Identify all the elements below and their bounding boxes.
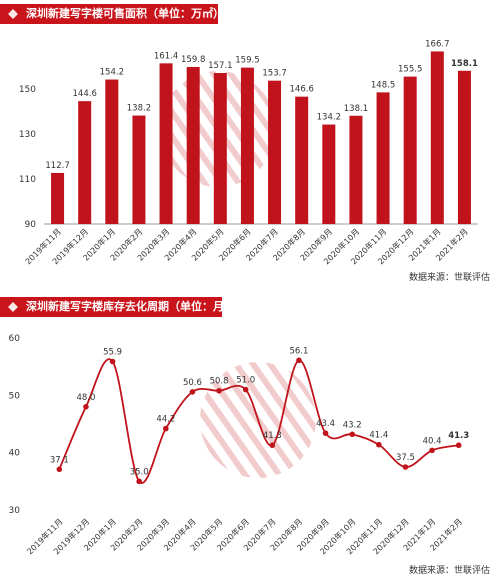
data-label: 148.5: [371, 80, 395, 90]
data-label: 154.2: [100, 68, 124, 78]
data-label: 51.0: [236, 376, 255, 386]
bar: [132, 115, 146, 224]
data-point: [216, 387, 222, 394]
bar: [295, 96, 309, 224]
data-label: 50.6: [183, 378, 202, 388]
data-label: 159.5: [235, 56, 259, 66]
data-point: [322, 430, 329, 436]
bar: [240, 67, 254, 224]
data-label: 41.3: [448, 431, 469, 441]
y-tick-label: 130: [19, 130, 36, 140]
data-label: 37.5: [396, 453, 415, 463]
data-label: 159.8: [181, 55, 205, 65]
data-point: [402, 464, 409, 470]
data-label: 112.7: [45, 161, 69, 171]
diamond-icon: [8, 9, 18, 19]
data-label: 161.4: [154, 51, 178, 61]
y-tick-label: 60: [9, 334, 21, 344]
data-label: 134.2: [317, 113, 341, 123]
data-label: 144.6: [73, 89, 97, 99]
bar: [349, 115, 363, 224]
y-tick-label: 30: [9, 506, 21, 516]
y-tick-label: 90: [25, 220, 37, 230]
data-label: 50.8: [210, 377, 229, 387]
bar: [186, 66, 200, 224]
data-label: 146.6: [290, 85, 314, 95]
data-point: [349, 431, 355, 438]
bar: [51, 172, 65, 224]
bar: [159, 63, 173, 224]
data-point: [163, 425, 169, 432]
line-chart-source: 数据来源：世联评估: [408, 566, 490, 576]
data-label: 138.1: [344, 104, 368, 114]
data-point: [56, 466, 63, 473]
bar: [403, 76, 417, 224]
data-point: [455, 442, 462, 449]
data-point: [376, 441, 382, 448]
bar: [457, 70, 471, 225]
data-point: [242, 386, 249, 393]
data-label: 43.2: [343, 420, 362, 430]
data-point: [296, 357, 302, 364]
bar: [376, 92, 390, 224]
logo-watermark-icon: [200, 362, 316, 478]
data-label: 56.1: [289, 346, 308, 356]
y-tick-label: 40: [9, 449, 21, 459]
data-point: [109, 358, 116, 365]
data-label: 35.0: [130, 467, 149, 477]
data-label: 166.7: [425, 39, 449, 49]
data-label: 153.7: [262, 69, 286, 79]
y-tick-label: 110: [19, 175, 36, 185]
data-label: 41.3: [263, 431, 282, 441]
bar: [213, 73, 227, 225]
bar-chart-source: 数据来源：世联评估: [408, 273, 490, 283]
data-point: [83, 404, 89, 410]
data-label: 138.2: [127, 104, 151, 114]
data-label: 55.9: [103, 348, 122, 358]
data-point: [136, 478, 142, 485]
bar: [430, 51, 444, 224]
bar: [268, 80, 282, 224]
y-tick-label: 50: [9, 391, 21, 401]
data-point: [269, 442, 276, 449]
bar-chart-title-bar: 深圳新建写字楼可售面积（单位：万㎡）: [0, 4, 218, 24]
data-label: 155.5: [398, 65, 422, 75]
data-point: [189, 389, 196, 395]
data-label: 48.0: [76, 393, 95, 403]
data-label: 44.2: [156, 415, 175, 425]
data-label: 37.1: [50, 455, 69, 465]
line-chart: 30 40 50 60 37.1 48.0 55.9 35.0 44.2 50.6 50.8 51.0…: [9, 334, 470, 556]
bar: [322, 124, 336, 224]
data-point: [429, 447, 435, 454]
data-label: 43.4: [316, 419, 335, 429]
y-tick-label: 150: [19, 85, 36, 95]
line-chart-title: 深圳新建写字楼库存去化周期（单位：月）: [26, 300, 222, 313]
bar-chart-title: 深圳新建写字楼可售面积（单位：万㎡）: [26, 7, 218, 20]
line-chart-title-bar: 深圳新建写字楼库存去化周期（单位：月）: [0, 297, 222, 317]
data-label: 41.4: [369, 431, 388, 441]
data-label: 157.1: [208, 61, 232, 71]
data-label: 40.4: [423, 436, 442, 446]
bar: [78, 101, 92, 224]
data-label: 158.1: [451, 59, 478, 69]
bar: [105, 79, 119, 224]
diamond-icon: [8, 302, 18, 312]
series-line: [58, 358, 459, 484]
